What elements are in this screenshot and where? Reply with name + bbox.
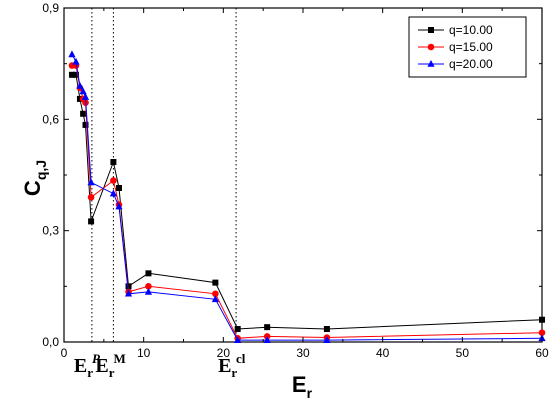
series-0-point [539,316,545,323]
y-tick-label: 0,3 [42,224,59,238]
series-1-point [110,177,117,184]
vline-label-sup: cl [236,351,246,366]
series-0-point [125,283,132,290]
x-axis-title-main: E [292,372,307,397]
y-axis-title: Cq,J [20,160,49,196]
series-2-point [81,93,90,100]
series-2-point [109,189,117,197]
series-0-point [80,110,87,117]
series-line-1 [72,65,543,339]
legend-marker-0 [428,27,434,33]
x-tick-label: 0 [61,346,68,360]
series-line-0 [72,74,543,330]
series-2-point [72,57,80,65]
series-2-point [211,295,219,303]
legend-label-1: q=15.00 [449,40,493,54]
x-tick-label: 20 [217,346,231,360]
series-0-point [82,121,89,128]
series-0-point [323,326,330,333]
series-0-point [212,279,219,286]
legend: q=10.00 q=15.00 q=20.00 [408,16,527,78]
x-axis-title: Er [292,372,313,401]
series-1-point [145,283,152,290]
series-2-point [263,336,271,343]
legend-marker-2 [427,60,435,67]
vline-label-sup: M [114,351,126,366]
series-2-point [87,178,95,186]
series-2-point [79,87,87,95]
vline-label-1: ErM [95,351,125,380]
series-2-point [323,336,331,343]
series-0 [68,71,545,333]
series-2-point [115,202,123,210]
series-0-point [264,324,271,331]
vline-label-0: ErP [74,351,101,380]
series-1-point [212,290,219,298]
x-axis-title-sub: r [307,385,313,401]
vline-label-sub: r [231,365,237,380]
series-line-2 [71,54,543,341]
series-0-point [115,184,122,191]
series-0-point [68,71,75,78]
series-1-point [538,329,546,337]
series-2 [68,50,546,343]
x-tick-label: 30 [296,346,310,360]
vline-label-main: E [95,355,108,377]
x-tick-label: 50 [456,346,470,360]
series-0-point [72,71,79,78]
y-tick-label: 0,9 [42,1,59,15]
x-tick-label: 60 [535,346,549,360]
series-2-point [124,289,133,297]
x-tick-label: 10 [137,346,151,360]
series-0-point [110,159,117,166]
series-2-point [76,81,84,89]
vline-label-2: Ercl [218,351,246,380]
series-2-point [144,287,153,295]
series-0-point [234,326,241,333]
y-tick-label: 0,6 [42,112,59,126]
legend-marker-1 [427,43,435,51]
x-tick-label: 40 [376,346,390,360]
series-2-point [68,50,76,58]
vline-label-main: E [218,355,231,377]
vline-label-sup: P [92,351,101,366]
series-1 [68,62,546,342]
axes-layer: 0 10 20 30 40 50 60 0,0 0,3 0,6 0,9 [42,1,549,360]
y-axis-title-main: C [20,180,45,196]
series-1-point [87,193,95,201]
vline-label-main: E [74,355,87,377]
y-tick-label: 0,0 [42,335,59,349]
legend-label-0: q=10.00 [449,23,493,37]
legend-label-2: q=20.00 [449,57,493,71]
vline-label-sub: r [109,365,115,380]
series-2-point [234,336,242,343]
series-layer [68,50,546,343]
series-0-point [88,218,95,225]
vline-label-sub: r [87,365,93,380]
series-0-point [145,270,152,277]
y-axis-title-sub: q,J [33,160,49,180]
